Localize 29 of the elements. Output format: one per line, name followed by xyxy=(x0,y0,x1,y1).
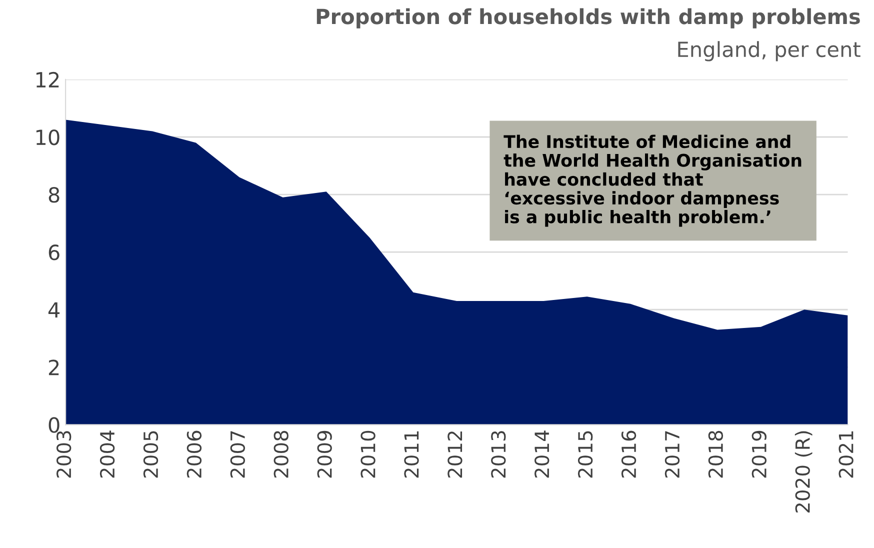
y-tick-label: 8 xyxy=(48,186,60,203)
x-tick-label: 2007 xyxy=(230,431,246,478)
x-tick-label: 2016 xyxy=(621,430,636,478)
y-tick-label: 12 xyxy=(36,72,59,88)
x-tick-label: 2004 xyxy=(100,430,115,478)
x-tick-label: 2003 xyxy=(56,431,72,478)
x-tick-label: 2019 xyxy=(752,430,767,478)
x-tick-label: 2009 xyxy=(317,430,332,478)
y-tick-label: 10 xyxy=(36,129,60,146)
annotation: The Institute of Medicine and the World Health Organisation have concluded that ‘excessive indoor dampness is a public health problem.’ xyxy=(504,134,802,227)
x-tick-label: 2020 (R) xyxy=(794,431,812,512)
x-tick-label: 2017 xyxy=(664,431,680,478)
x-tick-label: 2014 xyxy=(534,430,550,478)
x-tick-label: 2005 xyxy=(143,431,158,478)
x-tick-label: 2021 xyxy=(838,431,854,478)
chart-subtitle: England, per cent xyxy=(678,41,860,62)
y-tick-label: 4 xyxy=(48,302,60,318)
x-tick-label: 2008 xyxy=(274,430,288,478)
x-tick-label: 2011 xyxy=(404,431,419,478)
y-tick-label: 0 xyxy=(48,417,60,433)
x-tick-label: 2010 xyxy=(360,430,376,478)
x-tick-label: 2015 xyxy=(578,431,593,478)
chart-title: Proportion of households with damp problems xyxy=(316,8,860,28)
x-tick-label: 2013 xyxy=(491,431,506,478)
x-tick-label: 2018 xyxy=(708,430,724,478)
y-tick-label: 6 xyxy=(48,244,60,260)
x-tick-label: 2006 xyxy=(186,430,202,478)
y-tick-label: 2 xyxy=(48,360,59,376)
x-tick-label: 2012 xyxy=(448,432,462,478)
